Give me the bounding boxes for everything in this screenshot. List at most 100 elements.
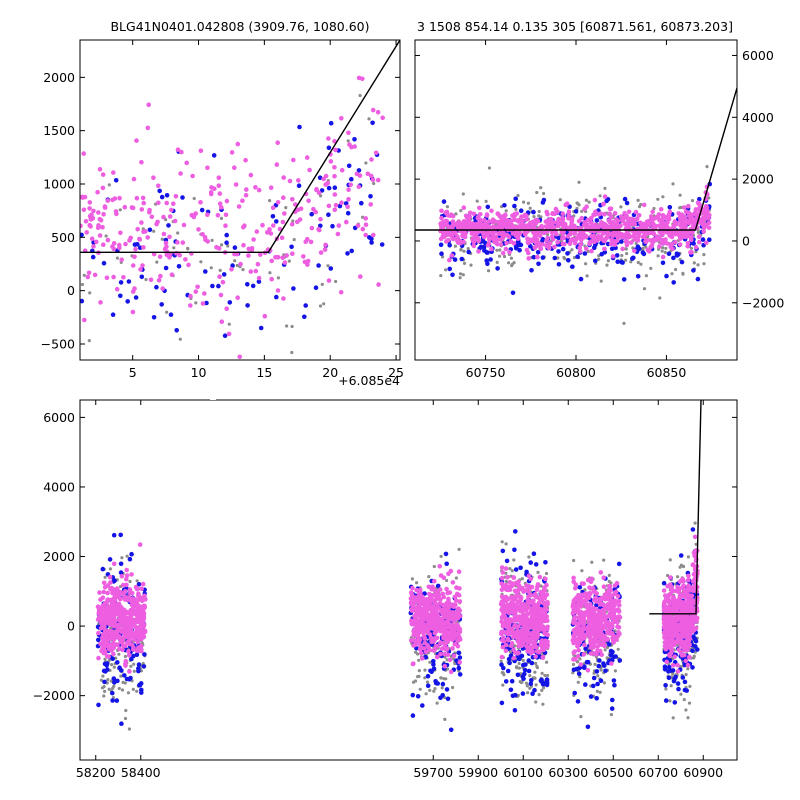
y-tick-label: 2000 — [742, 172, 774, 187]
data-point-pink — [170, 272, 175, 277]
data-point-blue — [595, 218, 600, 223]
data-point-blue — [479, 245, 484, 250]
data-point-pink — [141, 245, 146, 250]
data-point-blue — [543, 560, 548, 565]
data-point-pink — [500, 594, 505, 599]
data-point-pink — [106, 654, 111, 659]
data-point-blue — [245, 303, 250, 308]
y-tick-label: 0 — [67, 283, 75, 298]
data-point-pink — [103, 204, 108, 209]
data-point-pink — [141, 201, 146, 206]
data-point-pink — [229, 267, 234, 272]
data-point-pink — [93, 273, 98, 278]
data-point-grey — [439, 274, 442, 277]
data-point-grey — [682, 565, 685, 568]
data-point-blue — [557, 262, 562, 267]
data-point-grey — [619, 205, 622, 208]
data-point-pink — [442, 595, 447, 600]
data-point-pink — [439, 216, 444, 221]
data-point-grey — [671, 672, 674, 675]
data-point-blue — [115, 698, 120, 703]
data-point-pink — [203, 235, 208, 240]
data-point-blue — [139, 688, 144, 693]
data-point-pink — [517, 218, 522, 223]
data-point-grey — [657, 254, 660, 257]
data-point-grey — [637, 199, 640, 202]
data-point-grey — [88, 291, 91, 294]
data-point-blue — [349, 177, 354, 182]
data-point-pink — [380, 116, 385, 121]
data-point-blue — [579, 277, 584, 282]
data-point-blue — [570, 264, 575, 269]
data-point-grey — [693, 261, 696, 264]
data-point-pink — [578, 242, 583, 247]
data-point-blue — [512, 204, 517, 209]
data-point-blue — [690, 649, 695, 654]
data-point-blue — [595, 669, 600, 674]
data-point-grey — [103, 658, 106, 661]
data-point-blue — [521, 691, 526, 696]
data-point-pink — [634, 210, 639, 215]
data-point-pink — [257, 276, 262, 281]
data-point-grey — [488, 166, 491, 169]
data-point-grey — [681, 272, 684, 275]
data-point-blue — [583, 251, 588, 256]
data-point-pink — [614, 217, 619, 222]
data-point-grey — [599, 691, 602, 694]
data-point-pink — [676, 669, 681, 674]
data-point-grey — [586, 274, 589, 277]
data-point-pink — [358, 274, 363, 279]
data-point-blue — [545, 678, 550, 683]
data-point-pink — [602, 212, 607, 217]
data-point-blue — [460, 257, 465, 262]
data-point-grey — [129, 665, 132, 668]
data-point-pink — [251, 237, 256, 242]
data-point-grey — [124, 681, 127, 684]
data-point-pink — [615, 239, 620, 244]
data-point-blue — [684, 688, 689, 693]
data-point-grey — [364, 161, 367, 164]
data-point-grey — [600, 280, 603, 283]
data-point-blue — [488, 257, 493, 262]
data-point-pink — [678, 223, 683, 228]
data-point-blue — [512, 548, 517, 553]
data-point-pink — [114, 212, 119, 217]
data-point-grey — [105, 234, 108, 237]
data-point-grey — [81, 283, 84, 286]
data-point-grey — [194, 301, 197, 304]
data-point-pink — [84, 230, 89, 235]
data-point-pink — [290, 197, 295, 202]
data-point-blue — [521, 676, 526, 681]
data-point-blue — [541, 682, 546, 687]
data-point-pink — [81, 151, 86, 156]
data-point-grey — [526, 691, 529, 694]
data-point-pink — [81, 374, 86, 379]
data-point-pink — [536, 232, 541, 237]
data-point-pink — [651, 230, 656, 235]
data-point-grey — [136, 579, 139, 582]
data-point-pink — [138, 542, 143, 547]
data-point-pink — [131, 310, 136, 315]
data-point-blue — [101, 567, 106, 572]
data-point-grey — [101, 675, 104, 678]
data-point-pink — [323, 247, 328, 252]
data-point-pink — [146, 103, 151, 108]
data-point-grey — [570, 248, 573, 251]
data-point-grey — [620, 254, 623, 257]
data-point-pink — [363, 216, 368, 221]
data-point-pink — [205, 239, 210, 244]
data-point-pink — [128, 236, 133, 241]
data-point-pink — [91, 244, 96, 249]
data-point-pink — [525, 248, 530, 253]
data-point-grey — [128, 727, 131, 730]
data-point-grey — [460, 248, 463, 251]
data-point-pink — [466, 219, 471, 224]
data-point-blue — [519, 208, 524, 213]
data-point-pink — [280, 236, 285, 241]
data-point-pink — [448, 214, 453, 219]
data-point-grey — [423, 669, 426, 672]
data-point-pink — [194, 289, 199, 294]
data-point-grey — [210, 266, 213, 269]
data-point-blue — [565, 251, 570, 256]
data-point-pink — [577, 219, 582, 224]
